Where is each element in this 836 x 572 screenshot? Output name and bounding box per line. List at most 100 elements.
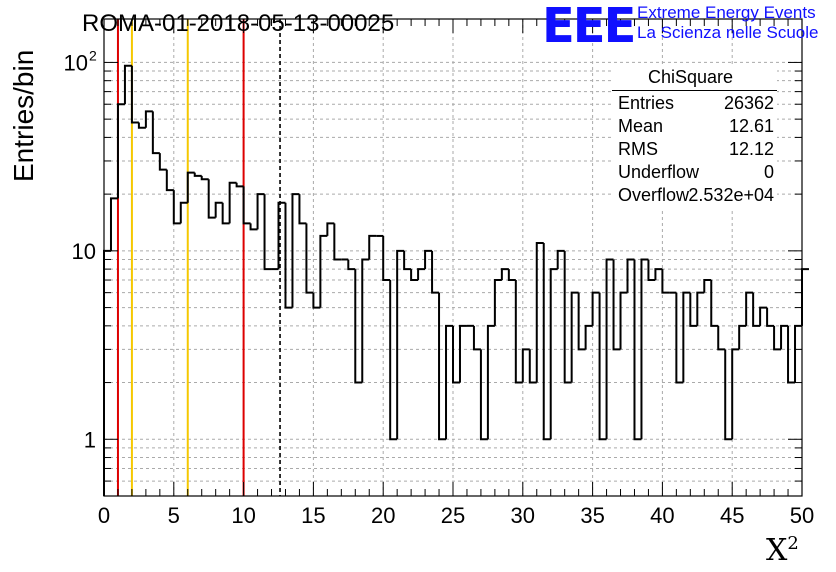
stats-box: ChiSquare Entries 26362 Mean 12.61 RMS 1… bbox=[612, 66, 777, 208]
histogram-bin bbox=[333, 223, 342, 261]
histogram-bin bbox=[570, 291, 579, 383]
histogram-bin bbox=[703, 279, 712, 293]
histogram-bin bbox=[493, 279, 502, 326]
histogram-bin bbox=[382, 235, 391, 282]
histogram-bin bbox=[633, 259, 642, 441]
stats-row-entries: Entries 26362 bbox=[618, 93, 774, 115]
histogram-bin bbox=[689, 292, 698, 327]
histogram-bin bbox=[249, 223, 258, 231]
x-tick-label: 25 bbox=[441, 503, 465, 528]
histogram-bin bbox=[787, 325, 796, 384]
stats-row-overflow: Overflow 2.532e+04 bbox=[618, 185, 774, 207]
histogram-bin bbox=[389, 280, 398, 441]
histogram-bin bbox=[472, 325, 481, 351]
y-tick-label-exponent: 2 bbox=[89, 47, 97, 63]
histogram-bin bbox=[144, 110, 153, 128]
histogram-bin bbox=[507, 269, 516, 282]
histogram-bin bbox=[361, 258, 370, 383]
histogram-bin bbox=[165, 169, 174, 192]
histogram-bin bbox=[284, 202, 293, 309]
histogram-series bbox=[103, 64, 809, 496]
reference-lines bbox=[116, 19, 281, 496]
y-tick-label: 1 bbox=[84, 427, 96, 452]
axis-ticks bbox=[103, 19, 803, 497]
histogram-bin bbox=[277, 201, 286, 270]
stats-divider bbox=[612, 90, 777, 91]
histogram-bin bbox=[172, 190, 181, 225]
stats-row-mean: Mean 12.61 bbox=[618, 116, 774, 138]
stats-label: Overflow bbox=[618, 185, 690, 205]
histogram-bin bbox=[214, 201, 223, 218]
histogram-bin bbox=[535, 242, 544, 383]
histogram-bin bbox=[745, 291, 754, 326]
histogram-bin bbox=[207, 179, 216, 219]
histogram-bin bbox=[612, 259, 621, 351]
x-tick-label: 20 bbox=[371, 503, 395, 528]
histogram-bin bbox=[235, 182, 244, 188]
histogram-bin bbox=[123, 64, 132, 105]
histogram-bin bbox=[109, 197, 118, 251]
logo-line-1: Extreme Energy Events bbox=[637, 3, 816, 22]
histogram-bin bbox=[794, 324, 802, 383]
histogram-bin bbox=[200, 175, 209, 181]
histogram-bin bbox=[549, 268, 558, 440]
histogram-bin bbox=[179, 201, 188, 224]
x-tick-label: 15 bbox=[301, 503, 325, 528]
histogram-bin bbox=[717, 325, 726, 351]
histogram-bin bbox=[640, 258, 649, 440]
histogram-bin bbox=[116, 103, 125, 199]
histogram-bin bbox=[319, 234, 328, 308]
histogram-bin bbox=[158, 153, 167, 171]
stats-value: 26362 bbox=[723, 93, 774, 113]
histogram-bin bbox=[724, 349, 733, 441]
x-tick-label: 35 bbox=[580, 503, 604, 528]
histogram-bin bbox=[661, 269, 670, 294]
histogram-bin bbox=[417, 268, 426, 281]
histogram-bin bbox=[256, 193, 265, 230]
histogram-bin bbox=[654, 268, 663, 281]
y-axis-label: Entries/bin bbox=[8, 49, 39, 182]
histogram-bin bbox=[696, 291, 705, 326]
histogram-bin bbox=[486, 324, 495, 440]
histogram-bin bbox=[354, 269, 363, 384]
histogram-bin bbox=[410, 269, 419, 282]
x-tick-label: 5 bbox=[168, 503, 180, 528]
histogram-bin bbox=[500, 268, 509, 281]
histogram-bin bbox=[752, 292, 761, 327]
histogram-bin bbox=[305, 223, 314, 294]
histogram-bin bbox=[151, 111, 160, 155]
chart-title: ROMA-01-2018-05-13-00025 bbox=[82, 10, 395, 37]
stats-row-rms: RMS 12.12 bbox=[618, 139, 774, 161]
histogram-bin bbox=[780, 324, 789, 350]
x-tick-label: 40 bbox=[650, 503, 674, 528]
histogram-bin bbox=[682, 291, 691, 383]
stats-label: Mean bbox=[618, 116, 664, 136]
histogram-bin bbox=[514, 280, 523, 384]
histogram-bin bbox=[368, 234, 377, 260]
x-tick-label: 50 bbox=[790, 503, 814, 528]
histogram-bin bbox=[186, 171, 195, 203]
eee-logo: EEE bbox=[542, 0, 636, 54]
histogram-bin bbox=[193, 172, 202, 177]
histogram-bin bbox=[438, 292, 447, 441]
histogram-bin bbox=[291, 193, 300, 308]
histogram-bin bbox=[584, 324, 593, 350]
x-tick-label: 0 bbox=[98, 503, 110, 528]
histogram-bin bbox=[130, 65, 139, 124]
stats-title: ChiSquare bbox=[648, 67, 734, 87]
histogram-bin bbox=[591, 291, 600, 326]
histogram-bin bbox=[452, 325, 460, 384]
histogram-bin bbox=[396, 249, 405, 440]
histogram-bin bbox=[521, 348, 530, 383]
histogram-bin bbox=[766, 307, 775, 327]
stats-label: RMS bbox=[618, 139, 658, 159]
stats-row-underflow: Underflow 0 bbox=[618, 162, 774, 184]
histogram-bin bbox=[263, 194, 272, 271]
histogram-bin bbox=[738, 324, 747, 350]
histogram-bin bbox=[458, 324, 467, 383]
histogram-bin bbox=[137, 122, 146, 129]
histogram-bin bbox=[675, 292, 684, 384]
histogram-bin bbox=[431, 250, 440, 294]
histogram-bin bbox=[619, 291, 628, 350]
